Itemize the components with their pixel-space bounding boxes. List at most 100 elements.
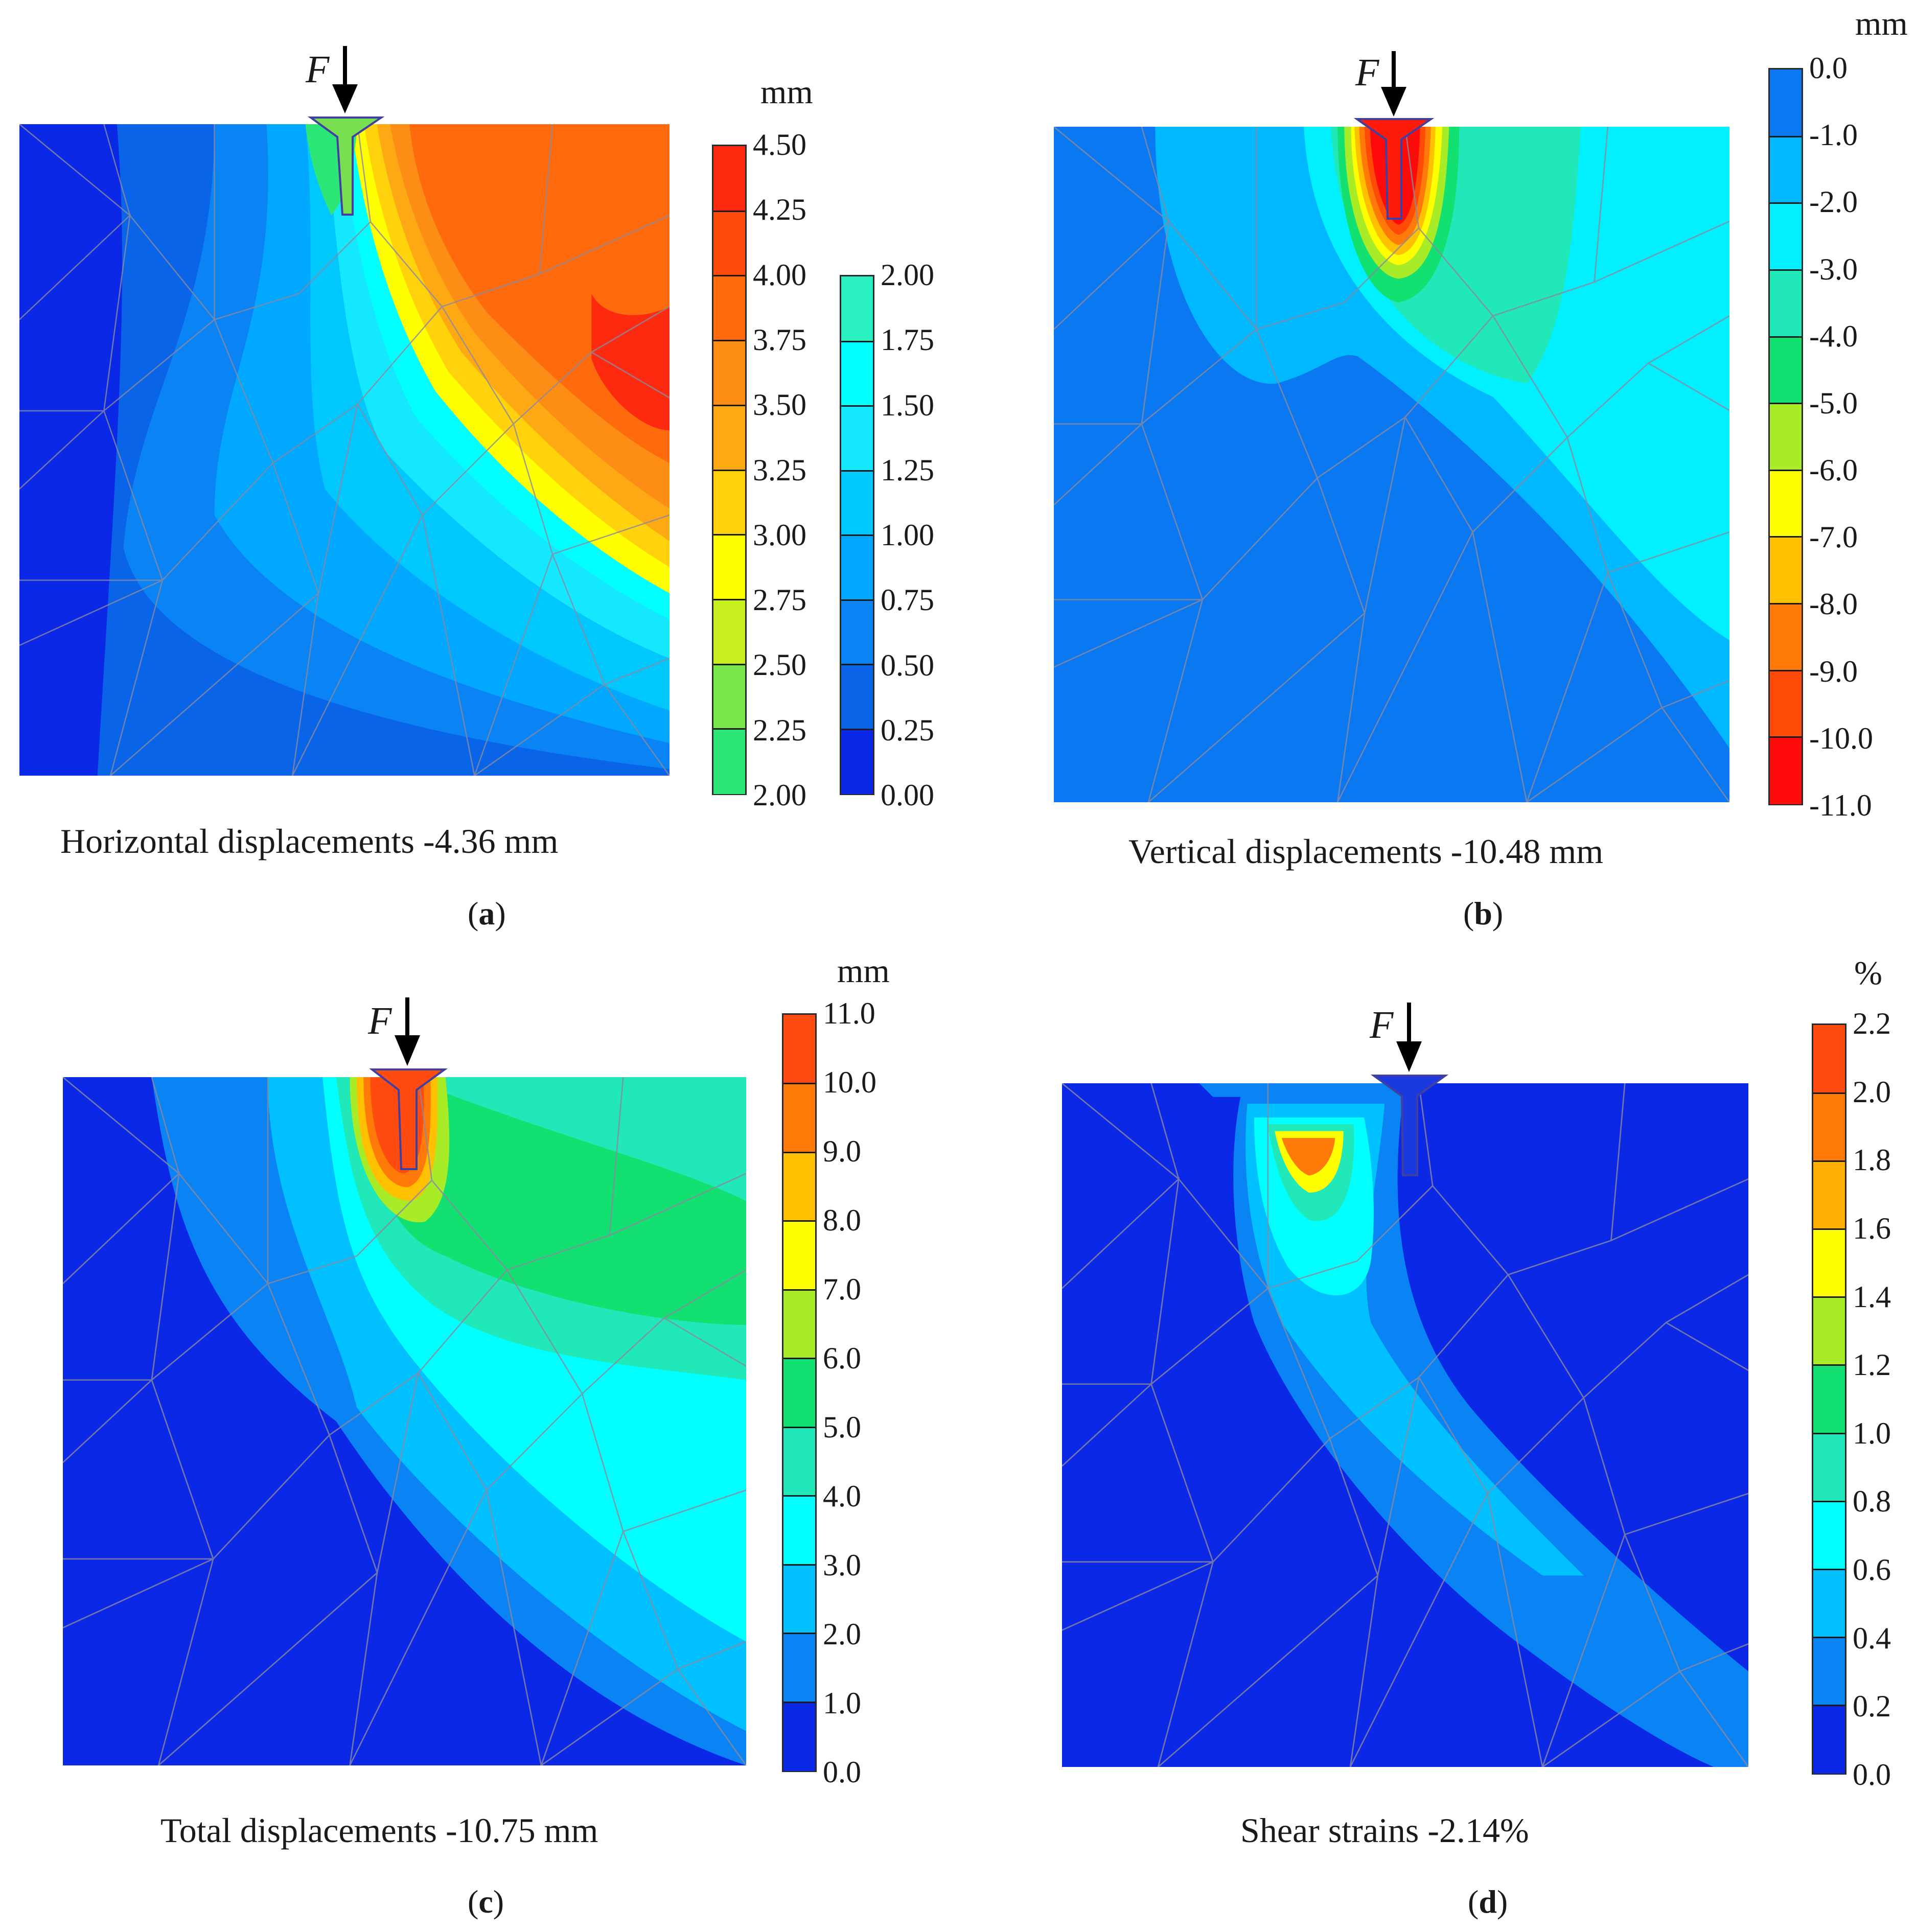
colorbar-segment xyxy=(1813,1229,1845,1298)
colorbar-tick-label: 2.50 xyxy=(753,648,806,682)
colorbar-segment xyxy=(713,729,745,794)
colorbar-segment xyxy=(841,406,873,471)
colorbar-segment xyxy=(783,1358,815,1428)
colorbar-tick-label: 2.0 xyxy=(823,1617,861,1651)
colorbar-tick-label: 0.2 xyxy=(1853,1689,1891,1724)
colorbar-tick-label: 2.00 xyxy=(881,258,934,292)
colorbar-tick-label: 0.4 xyxy=(1853,1621,1891,1655)
colorbar-segment xyxy=(1770,603,1802,671)
colorbar-segment xyxy=(841,599,873,665)
contour-plot-b xyxy=(1054,127,1729,802)
colorbar-segment xyxy=(713,211,745,276)
colorbar-tick-label: 0.00 xyxy=(881,778,934,812)
colorbar-d xyxy=(1812,1023,1846,1775)
colorbar-tick-label: 3.0 xyxy=(823,1548,861,1582)
colorbar-segment xyxy=(783,1564,815,1634)
colorbar-tick-label: -1.0 xyxy=(1809,118,1858,152)
colorbar-segment xyxy=(783,1427,815,1497)
colorbar-tick-label: -10.0 xyxy=(1809,721,1873,755)
colorbar-tick-label: 1.2 xyxy=(1853,1348,1891,1382)
colorbar-segment xyxy=(841,664,873,730)
unit-c: mm xyxy=(837,952,890,990)
colorbar-segment xyxy=(1770,537,1802,604)
colorbar-b xyxy=(1768,68,1803,805)
colorbar-tick-label: 2.75 xyxy=(753,583,806,617)
colorbar-tick-label: 1.0 xyxy=(1853,1416,1891,1450)
colorbar-tick-label: 11.0 xyxy=(823,996,875,1030)
colorbar-segment xyxy=(713,664,745,730)
sublabel-d: (d) xyxy=(1468,1883,1508,1920)
mesh-d xyxy=(1062,1083,1748,1767)
colorbar-tick-label: 1.4 xyxy=(1853,1279,1891,1314)
colorbar-segment xyxy=(783,1496,815,1565)
colorbar-segment xyxy=(1770,403,1802,471)
colorbar-segment xyxy=(1813,1161,1845,1230)
caption-c: Total displacements -10.75 mm xyxy=(160,1811,598,1850)
colorbar-tick-label: 3.25 xyxy=(753,453,806,487)
colorbar-segment xyxy=(1813,1025,1845,1094)
colorbar-tick-label: 6.0 xyxy=(823,1341,861,1375)
colorbar-tick-label: 2.00 xyxy=(753,778,806,812)
force-label-a: F xyxy=(306,48,330,91)
sublabel-b: (b) xyxy=(1463,895,1504,932)
unit-d: % xyxy=(1854,955,1882,992)
colorbar-segment xyxy=(1770,69,1802,137)
caption-d: Shear strains -2.14% xyxy=(1240,1811,1529,1850)
colorbar-tick-label: 5.0 xyxy=(823,1410,861,1444)
colorbar-tick-label: 7.0 xyxy=(823,1272,861,1306)
colorbar-tick-label: -9.0 xyxy=(1809,654,1858,688)
colorbar-segment xyxy=(783,1083,815,1153)
contour-field-c xyxy=(63,1077,746,1765)
colorbar-tick-label: 0.6 xyxy=(1853,1553,1891,1587)
colorbar-segment xyxy=(1813,1501,1845,1570)
sublabel-a: (a) xyxy=(468,895,506,932)
colorbar-tick-label: 0.0 xyxy=(1853,1758,1891,1791)
colorbar-tick-label: 0.75 xyxy=(881,583,934,617)
colorbar-segment xyxy=(713,340,745,406)
colorbar-segment xyxy=(1813,1637,1845,1706)
colorbar-segment xyxy=(841,729,873,794)
colorbar-tick-label: 8.0 xyxy=(823,1203,861,1237)
colorbar-tick-label: -7.0 xyxy=(1809,520,1858,554)
colorbar-tick-label: 0.0 xyxy=(1809,51,1848,85)
colorbar-tick-label: 0.8 xyxy=(1853,1484,1891,1519)
colorbar-a-lower xyxy=(840,275,874,795)
unit-b: mm xyxy=(1855,5,1908,42)
colorbar-segment xyxy=(1813,1093,1845,1162)
colorbar-segment xyxy=(1770,203,1802,270)
mesh-a xyxy=(19,124,670,776)
colorbar-segment xyxy=(841,535,873,600)
colorbar-tick-label: 10.0 xyxy=(823,1065,876,1099)
colorbar-tick-label: 1.0 xyxy=(823,1686,861,1720)
colorbar-tick-label: 3.75 xyxy=(753,322,806,357)
colorbar-segment xyxy=(1813,1297,1845,1366)
colorbar-tick-label: 4.25 xyxy=(753,193,806,227)
colorbar-segment xyxy=(841,341,873,406)
mesh-b xyxy=(1054,127,1729,802)
colorbar-segment xyxy=(713,470,745,536)
colorbar-tick-label: 1.25 xyxy=(881,453,934,487)
colorbar-segment xyxy=(1770,737,1802,804)
colorbar-tick-label: -6.0 xyxy=(1809,453,1858,487)
contour-plot-a xyxy=(19,124,670,776)
colorbar-segment xyxy=(1813,1365,1845,1434)
colorbar-tick-label: 3.00 xyxy=(753,518,806,552)
contour-field-a xyxy=(19,124,670,776)
colorbar-segment xyxy=(1813,1569,1845,1638)
colorbar-segment xyxy=(1770,269,1802,337)
colorbar-segment xyxy=(783,1221,815,1290)
colorbar-segment xyxy=(713,599,745,665)
colorbar-segment xyxy=(713,405,745,471)
sublabel-c: (c) xyxy=(468,1883,504,1920)
force-label-d: F xyxy=(1370,1004,1394,1046)
colorbar-tick-label: -4.0 xyxy=(1809,319,1858,353)
colorbar-a-upper xyxy=(712,145,747,795)
colorbar-tick-label: 1.00 xyxy=(881,518,934,552)
colorbar-segment xyxy=(1770,336,1802,404)
colorbar-tick-label: -8.0 xyxy=(1809,587,1858,621)
colorbar-tick-label: 2.2 xyxy=(1853,1007,1891,1040)
colorbar-segment xyxy=(713,275,745,341)
mesh-c xyxy=(63,1077,746,1765)
colorbar-segment xyxy=(783,1633,815,1703)
colorbar-segment xyxy=(841,470,873,536)
